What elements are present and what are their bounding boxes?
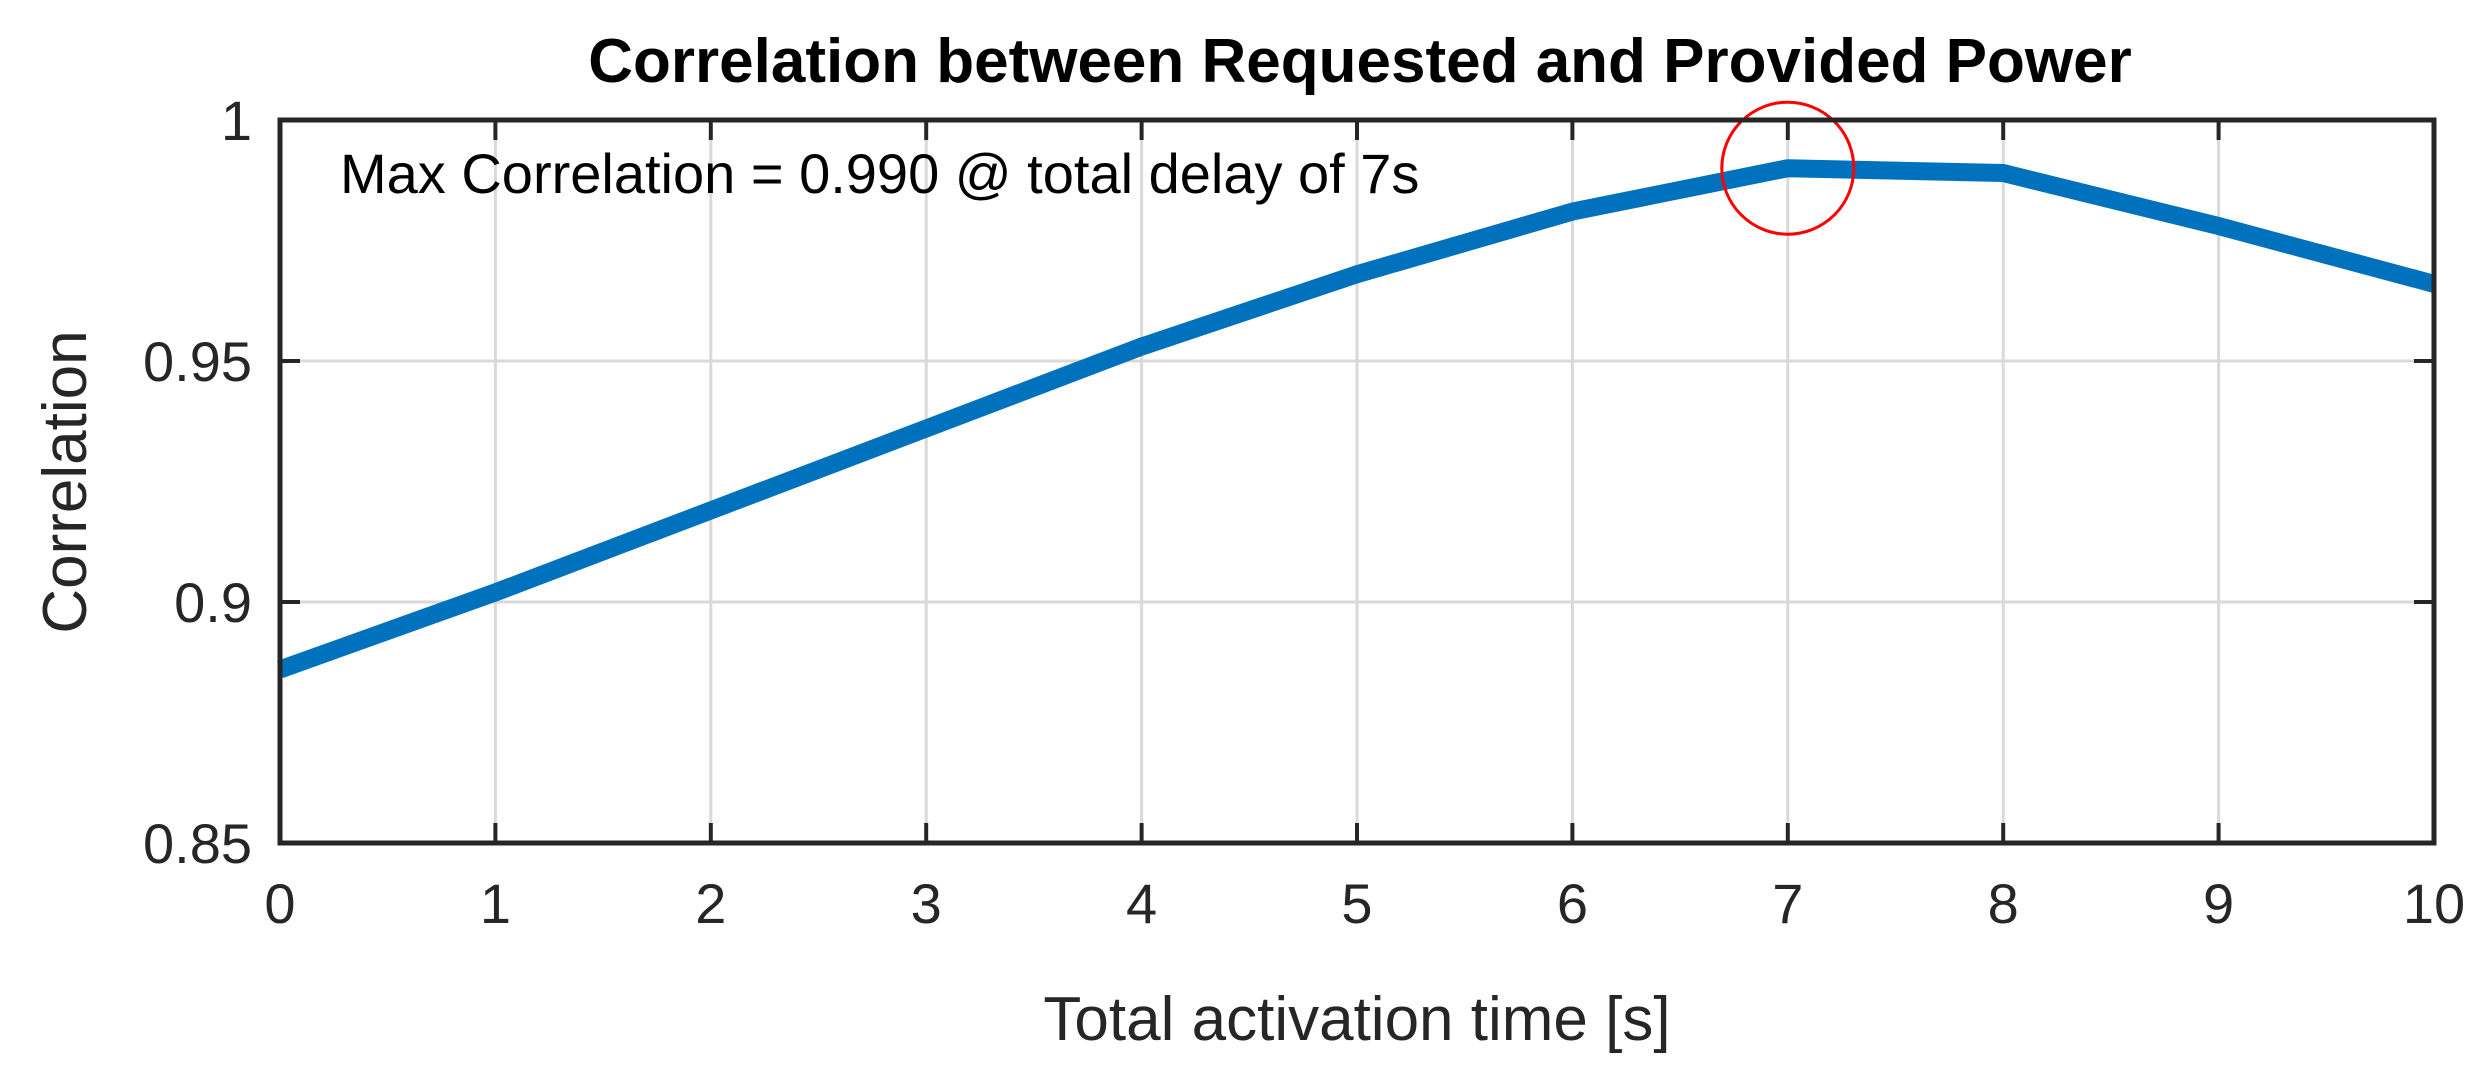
x-tick-label: 7 (1772, 872, 1803, 935)
tick-layer: 0 1 2 3 4 5 6 7 8 9 10 0.85 0.9 0.95 1 (143, 89, 2465, 935)
x-tick-label: 1 (480, 872, 511, 935)
chart-title: Correlation between Requested and Provid… (588, 27, 2131, 96)
x-tick-label: 4 (1126, 872, 1157, 935)
x-tick-label: 3 (911, 872, 942, 935)
y-tick-label: 1 (221, 89, 252, 152)
x-axis-label: Total activation time [s] (1043, 985, 1670, 1054)
series-line (276, 159, 2437, 678)
highlight-layer (1720, 100, 1856, 236)
y-tick-label: 0.95 (143, 330, 252, 393)
x-tick-label: 2 (695, 872, 726, 935)
max-correlation-annotation: Max Correlation = 0.990 @ total delay of… (340, 142, 1419, 205)
max-correlation-marker (1720, 100, 1856, 236)
y-axis-label: Correlation (31, 330, 100, 633)
x-tick-label: 5 (1341, 872, 1372, 935)
x-tick-label: 6 (1557, 872, 1588, 935)
x-tick-label: 8 (1988, 872, 2019, 935)
y-tick-label: 0.9 (174, 571, 252, 634)
x-tick-label: 10 (2403, 872, 2465, 935)
x-tick-label: 9 (2203, 872, 2234, 935)
series-layer (276, 159, 2437, 678)
y-tick-label: 0.85 (143, 812, 252, 875)
x-tick-label: 0 (264, 872, 295, 935)
